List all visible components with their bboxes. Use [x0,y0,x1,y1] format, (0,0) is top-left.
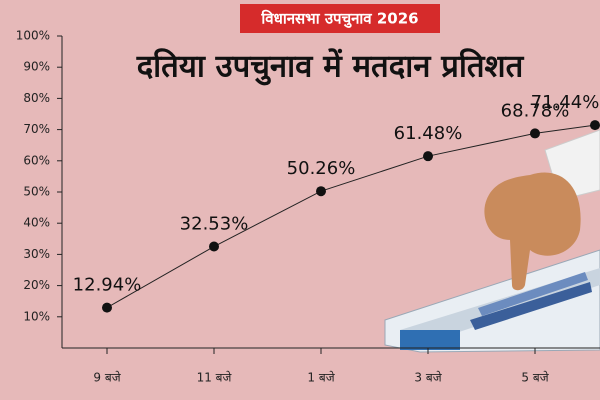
y-tick-label: 40% [23,216,50,230]
evm-illustration [384,249,600,353]
value-label: 61.48% [394,123,463,144]
value-label: 12.94% [73,275,142,296]
value-label: 50.26% [287,158,356,179]
y-tick-label: 10% [23,309,50,323]
hand-illustration [484,129,600,291]
y-tick-label: 50% [23,185,50,199]
chart-title: दतिया उपचुनाव में मतदान प्रतिशत [136,48,525,86]
y-tick-label: 70% [23,122,50,136]
x-tick-label: 9 बजे [93,371,121,385]
x-tick-label: 1 बजे [307,371,335,385]
point [423,151,433,162]
badge [240,4,440,33]
point [316,186,326,197]
x-tick-label: 5 बजे [521,371,549,385]
value-label: 68.78% [501,100,570,121]
y-tick-label: 90% [23,60,50,74]
line [106,124,596,309]
point [590,120,600,131]
value-label: 71.44% [531,92,600,113]
point [209,241,219,252]
badge-text: विधानसभा उपचुनाव 2026 [260,10,418,29]
y-tick-label: 20% [23,278,50,292]
y-tick-label: 100% [16,29,50,43]
y-tick-label: 80% [23,91,50,105]
point [102,302,112,313]
y-tick-label: 30% [23,247,50,261]
x-tick-label: 11 बजे [197,371,233,385]
y-tick-label: 60% [23,153,50,167]
value-label: 32.53% [180,214,249,235]
point [530,128,540,139]
x-tick-label: 3 बजे [414,371,442,385]
